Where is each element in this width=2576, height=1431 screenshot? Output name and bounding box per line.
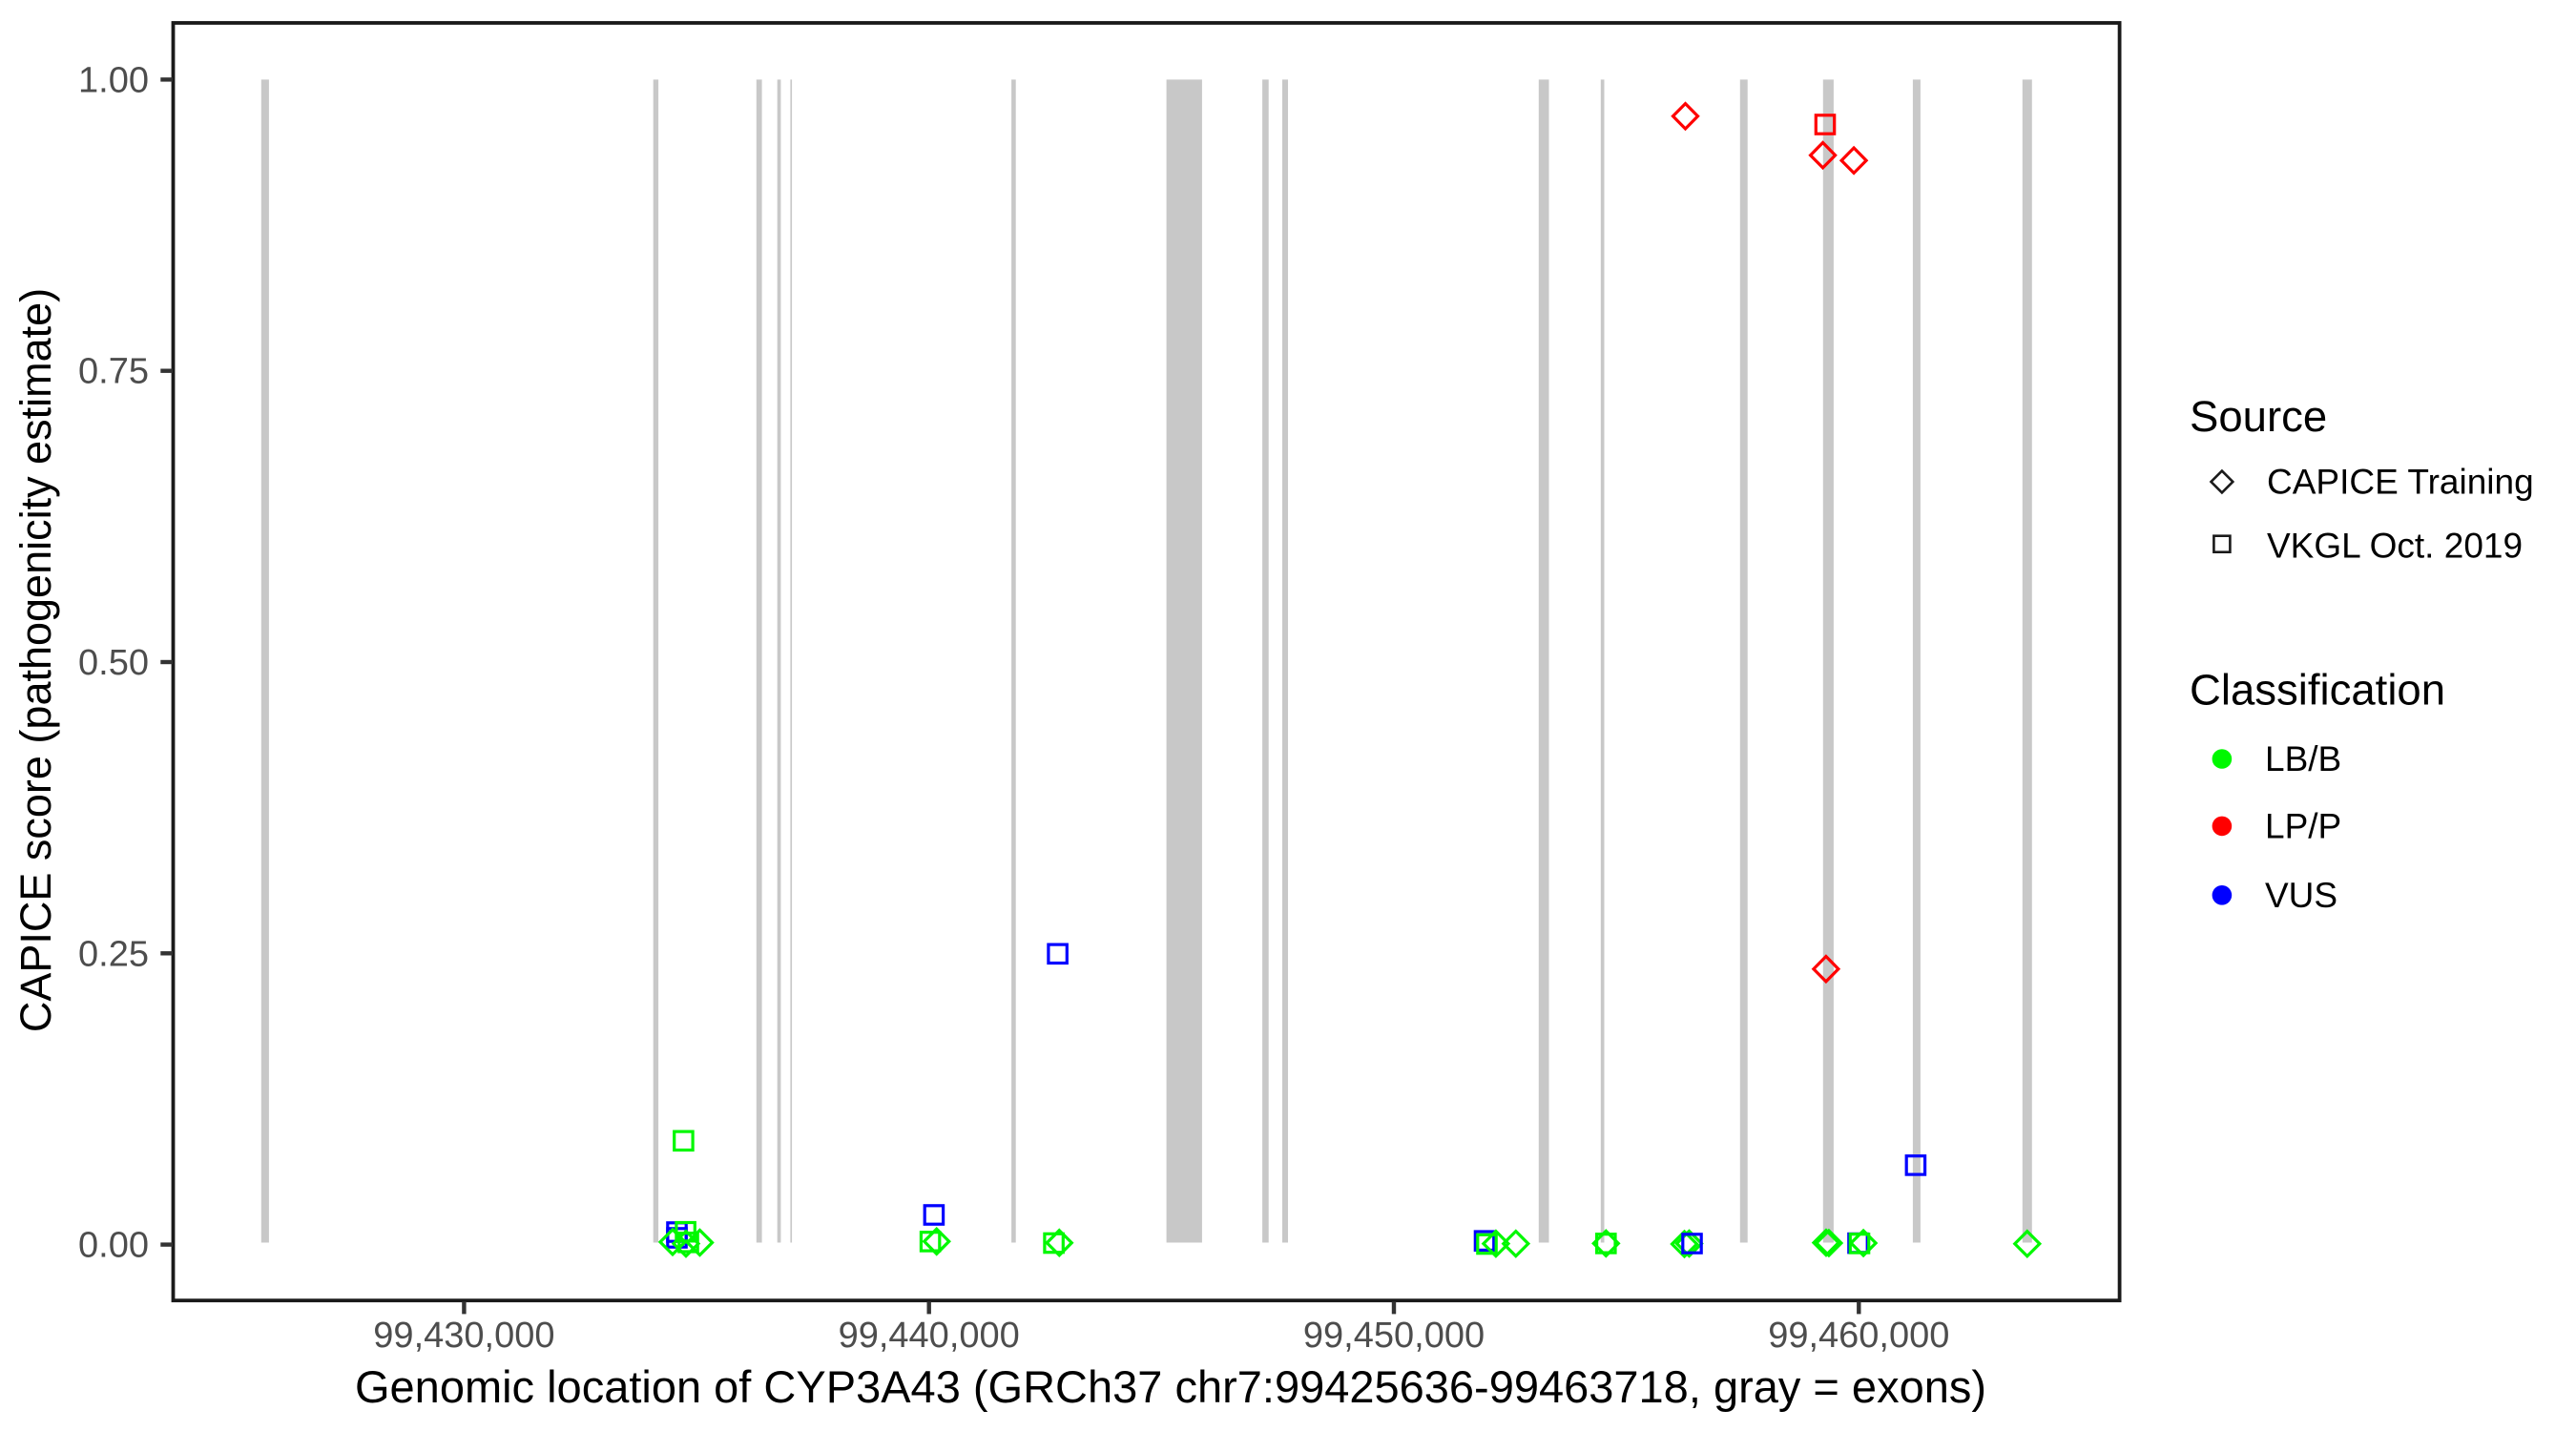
svg-text:99,430,000: 99,430,000	[373, 1316, 554, 1356]
svg-text:99,450,000: 99,450,000	[1303, 1316, 1485, 1356]
svg-text:0.75: 0.75	[78, 352, 149, 392]
svg-text:LP/P: LP/P	[2265, 807, 2341, 846]
svg-text:CAPICE score (pathogenicity es: CAPICE score (pathogenicity estimate)	[11, 288, 60, 1032]
svg-text:Classification: Classification	[2190, 666, 2445, 715]
svg-text:VKGL Oct. 2019: VKGL Oct. 2019	[2267, 527, 2523, 566]
svg-text:CAPICE Training: CAPICE Training	[2267, 463, 2534, 502]
svg-text:0.25: 0.25	[78, 934, 149, 974]
svg-text:0.00: 0.00	[78, 1226, 149, 1266]
svg-text:VUS: VUS	[2265, 876, 2337, 915]
svg-text:Genomic location of CYP3A43 (G: Genomic location of CYP3A43 (GRCh37 chr7…	[355, 1361, 1986, 1412]
svg-text:1.00: 1.00	[78, 60, 149, 100]
svg-text:99,460,000: 99,460,000	[1768, 1316, 1949, 1356]
svg-text:Source: Source	[2190, 392, 2327, 441]
svg-text:0.50: 0.50	[78, 643, 149, 683]
svg-text:LB/B: LB/B	[2265, 739, 2341, 778]
svg-text:99,440,000: 99,440,000	[839, 1316, 1020, 1356]
